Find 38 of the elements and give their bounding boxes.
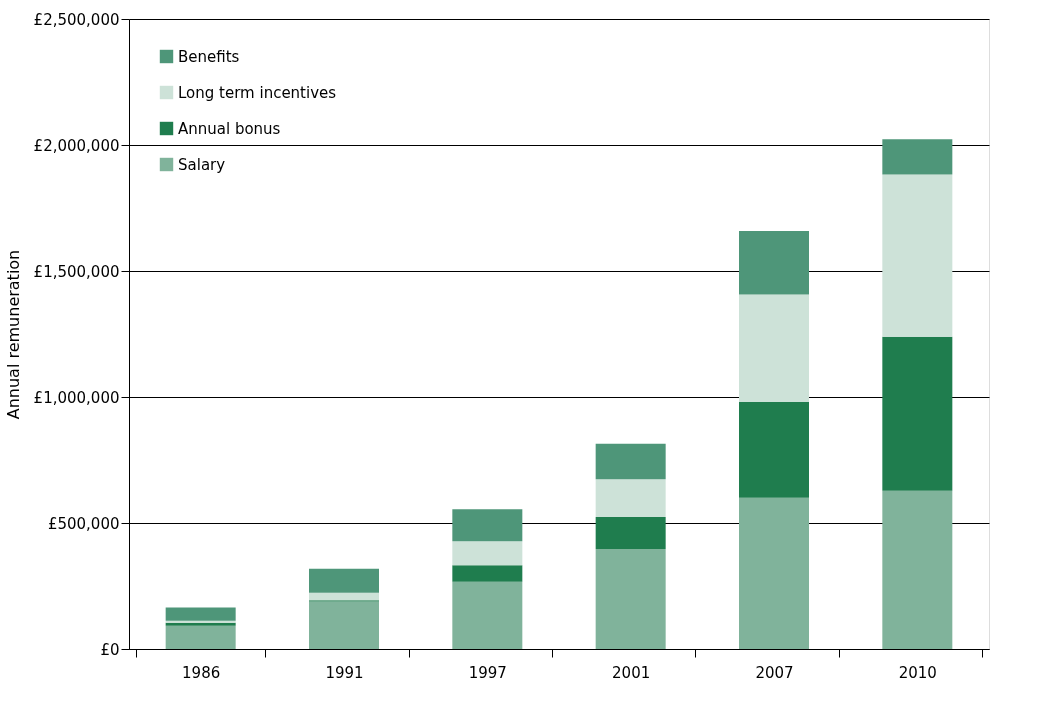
- bar: [882, 139, 953, 175]
- bar: [595, 548, 666, 649]
- bar: [309, 601, 379, 649]
- bar: [595, 443, 666, 480]
- x-tick-label: 2007: [755, 663, 794, 682]
- bar: [595, 479, 666, 517]
- bar: [165, 607, 236, 621]
- legend-label: Long term incentives: [178, 83, 337, 102]
- bar: [739, 402, 809, 498]
- x-tick-label: 1991: [325, 663, 364, 682]
- legend-label: Benefits: [178, 47, 240, 66]
- legend-label: Salary: [178, 155, 226, 174]
- bar: [739, 230, 809, 295]
- bar: [882, 174, 953, 337]
- y-tick-label: £500,000: [47, 514, 120, 533]
- bar: [165, 625, 236, 649]
- bar: [595, 516, 666, 549]
- y-tick-label: £0: [100, 640, 120, 659]
- bar: [882, 490, 953, 649]
- y-axis-title: Annual remuneration: [3, 249, 23, 420]
- y-tick-label: £1,000,000: [33, 388, 120, 407]
- legend-label: Annual bonus: [178, 119, 281, 138]
- bar: [452, 581, 523, 649]
- x-tick-label: 2001: [612, 663, 651, 682]
- bar: [739, 497, 809, 649]
- bar: [309, 568, 379, 593]
- bar: [452, 541, 523, 566]
- y-tick-label: £2,000,000: [33, 136, 120, 155]
- bar: [452, 509, 523, 542]
- y-tick-label: £1,500,000: [33, 262, 120, 281]
- bar: [309, 592, 379, 601]
- x-tick-label: 2010: [898, 663, 937, 682]
- y-tick-label: £2,500,000: [33, 10, 120, 29]
- x-tick-label: 1986: [182, 663, 221, 682]
- bar: [452, 565, 523, 582]
- bar: [739, 294, 809, 403]
- bar: [882, 336, 953, 491]
- x-tick-label: 1997: [468, 663, 507, 682]
